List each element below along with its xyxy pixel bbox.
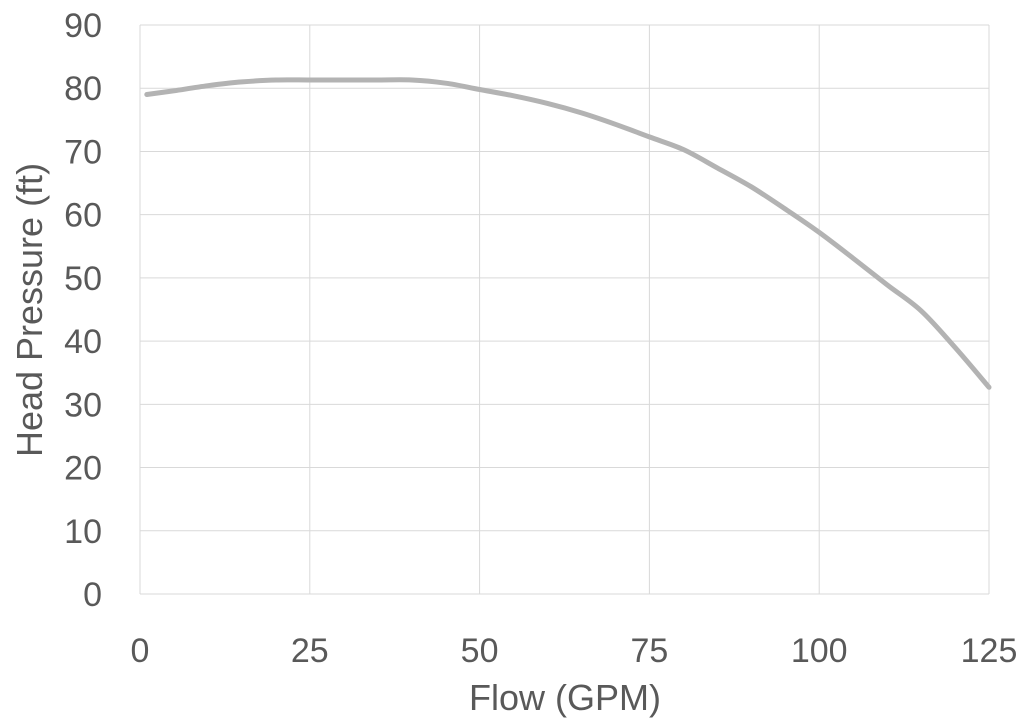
y-tick-30: 30: [64, 386, 102, 424]
y-tick-50: 50: [64, 260, 102, 298]
x-tick-50: 50: [461, 632, 499, 670]
x-tick-25: 25: [291, 632, 329, 670]
x-tick-125: 125: [961, 632, 1018, 670]
y-tick-20: 20: [64, 450, 102, 488]
x-tick-100: 100: [791, 632, 848, 670]
series-layer: [144, 77, 992, 390]
x-tick-0: 0: [131, 632, 150, 670]
y-tick-labels: 0 10 20 30 40 50 60 70 80 90: [64, 7, 102, 614]
x-tick-labels: 0 25 50 75 100 125: [131, 632, 1018, 670]
y-axis-title: Head Pressure (ft): [9, 163, 50, 457]
y-tick-10: 10: [64, 513, 102, 551]
y-tick-70: 70: [64, 133, 102, 171]
y-tick-90: 90: [64, 7, 102, 45]
y-tick-40: 40: [64, 323, 102, 361]
x-tick-75: 75: [630, 632, 668, 670]
series-line-0: [144, 77, 992, 390]
y-tick-80: 80: [64, 70, 102, 108]
gridlines: [139, 24, 990, 595]
y-tick-0: 0: [83, 576, 102, 614]
y-tick-60: 60: [64, 197, 102, 235]
x-axis-title: Flow (GPM): [469, 677, 661, 718]
